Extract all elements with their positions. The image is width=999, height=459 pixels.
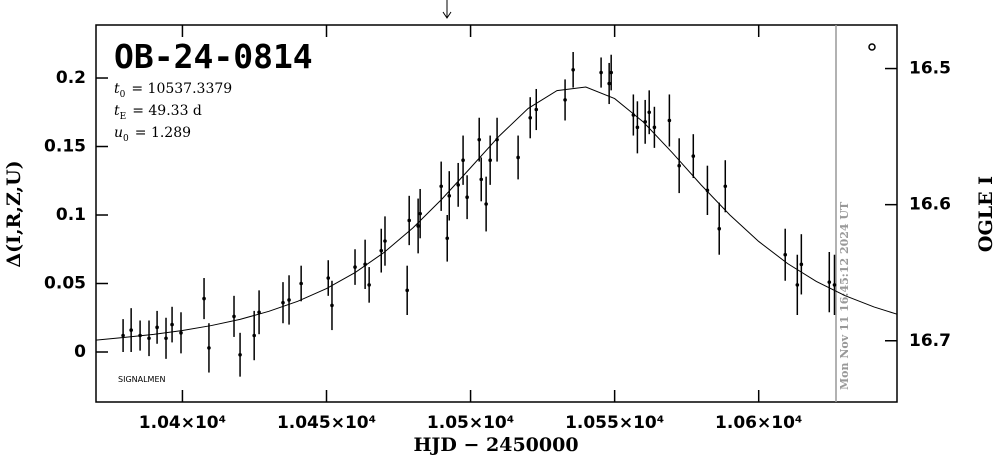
data-point xyxy=(832,283,837,287)
data-point xyxy=(599,70,603,75)
annotation: u0 = 1.289 xyxy=(114,125,191,144)
data-point xyxy=(407,218,411,223)
data-point xyxy=(652,125,657,130)
data-point xyxy=(383,239,387,243)
data-point xyxy=(643,120,647,124)
data-point xyxy=(705,188,710,193)
data-point xyxy=(367,283,371,287)
data-point xyxy=(238,352,242,357)
data-point xyxy=(477,137,482,142)
data-point xyxy=(465,195,469,199)
data-point xyxy=(405,288,409,293)
y2-tick-label: 16.5 xyxy=(909,59,951,79)
arrow-head xyxy=(442,11,452,19)
credit: SIGNALMEN xyxy=(118,375,166,384)
data-point xyxy=(445,236,450,241)
data-point xyxy=(461,158,465,163)
y2-tick-label: 16.6 xyxy=(909,195,951,215)
data-point xyxy=(363,262,367,267)
model-curve xyxy=(95,86,898,341)
x-tick-label: 1.05×10⁴ xyxy=(427,413,514,433)
y2-tick-label: 16.7 xyxy=(909,331,951,351)
data-point xyxy=(717,226,722,231)
data-point xyxy=(232,314,236,319)
symbol: u xyxy=(114,125,123,141)
data-point xyxy=(164,336,168,341)
data-point xyxy=(528,115,533,120)
data-point xyxy=(330,303,334,308)
data-point xyxy=(170,322,174,327)
y-tick-label: 0.05 xyxy=(44,274,86,294)
data-point xyxy=(534,107,539,112)
x-tick-label: 1.04×10⁴ xyxy=(139,413,226,433)
data-point xyxy=(479,177,484,182)
y-tick-label: 0.15 xyxy=(44,137,86,157)
value: = 10537.3379 xyxy=(131,81,232,97)
chart-title: OB-24-0814 xyxy=(114,37,313,76)
value: = 1.289 xyxy=(135,125,191,141)
data-point xyxy=(353,265,357,269)
data-point xyxy=(287,298,291,302)
data-point xyxy=(326,276,331,280)
data-point xyxy=(179,331,183,335)
x-tick-label: 1.06×10⁴ xyxy=(715,413,802,433)
data-point xyxy=(571,67,575,72)
symbol: t xyxy=(114,103,120,119)
data-point xyxy=(691,154,696,158)
data-point xyxy=(495,137,499,142)
annotation: t0 = 10537.3379 xyxy=(114,81,232,100)
y2-axis-label: OGLE I xyxy=(975,176,997,252)
y-tick-label: 0.1 xyxy=(56,205,86,225)
data-point xyxy=(607,81,611,86)
data-point xyxy=(647,110,652,115)
data-point xyxy=(281,300,285,305)
y-axis-label: Δ(I,R,Z,U) xyxy=(3,160,25,267)
data-point xyxy=(416,224,420,228)
value: = 49.33 d xyxy=(132,103,202,119)
y-tick-label: 0.2 xyxy=(56,68,86,88)
data-point xyxy=(827,280,832,284)
data-point xyxy=(631,113,636,117)
data-point xyxy=(418,211,422,216)
data-point xyxy=(147,336,151,341)
subscript: 0 xyxy=(123,134,129,144)
data-point xyxy=(252,333,256,338)
data-point xyxy=(563,98,567,102)
annotation: tE = 49.33 d xyxy=(114,103,202,122)
data-point xyxy=(439,184,443,189)
data-point xyxy=(129,328,133,332)
x-tick-label: 1.055×10⁴ xyxy=(565,413,664,433)
data-point xyxy=(488,158,492,163)
symbol xyxy=(868,43,876,51)
data-point xyxy=(516,155,520,160)
data-point xyxy=(723,184,728,189)
data-point xyxy=(456,183,460,187)
data-point xyxy=(207,346,211,350)
plot-frame xyxy=(95,24,898,403)
subscript: 0 xyxy=(120,90,126,100)
data-point xyxy=(202,296,206,301)
data-point xyxy=(783,252,788,257)
symbol: t xyxy=(114,81,120,97)
data-point xyxy=(447,194,452,198)
data-point xyxy=(667,118,672,123)
data-point xyxy=(155,325,159,330)
data-point xyxy=(379,248,384,253)
data-point xyxy=(138,333,142,338)
x-axis-label: HJD − 2450000 xyxy=(413,434,578,456)
data-point xyxy=(795,283,800,287)
data-point xyxy=(484,202,488,206)
data-point xyxy=(677,163,681,168)
data-point xyxy=(121,333,125,338)
data-point xyxy=(635,125,640,130)
data-point xyxy=(609,70,613,75)
x-tick-label: 1.045×10⁴ xyxy=(277,413,376,433)
data-point xyxy=(799,262,804,267)
data-point xyxy=(299,281,303,286)
y-tick-label: 0 xyxy=(74,342,86,362)
data-point xyxy=(257,310,261,315)
subscript: E xyxy=(120,112,127,122)
